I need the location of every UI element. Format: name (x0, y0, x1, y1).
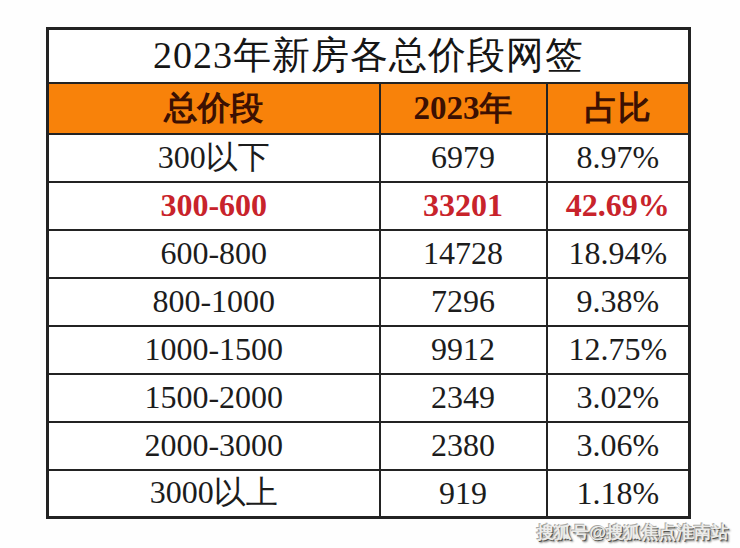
cell-price-segment: 1500-2000 (48, 374, 380, 422)
cell-share: 42.69% (547, 182, 690, 230)
cell-count: 2349 (380, 374, 547, 422)
cell-price-segment: 300以下 (48, 134, 380, 182)
cell-count: 919 (380, 470, 547, 518)
table-title-row: 2023年新房各总价段网签 (48, 29, 690, 83)
column-header-share: 占比 (547, 83, 690, 134)
cell-price-segment: 800-1000 (48, 278, 380, 326)
table-row: 3000以上9191.18% (48, 470, 690, 518)
table-row: 1000-1500991212.75% (48, 326, 690, 374)
cell-share: 9.38% (547, 278, 690, 326)
cell-share: 1.18% (547, 470, 690, 518)
cell-share: 8.97% (547, 134, 690, 182)
cell-count: 9912 (380, 326, 547, 374)
page: 2023年新房各总价段网签 总价段 2023年 占比 300以下69798.97… (0, 0, 740, 548)
cell-count: 6979 (380, 134, 547, 182)
table-row: 600-8001472818.94% (48, 230, 690, 278)
column-header-price-segment: 总价段 (48, 83, 380, 134)
cell-count: 2380 (380, 422, 547, 470)
cell-price-segment: 300-600 (48, 182, 380, 230)
column-header-year-2023: 2023年 (380, 83, 547, 134)
table-row: 1500-200023493.02% (48, 374, 690, 422)
table-row: 300以下69798.97% (48, 134, 690, 182)
table-row: 300-6003320142.69% (48, 182, 690, 230)
table-row: 2000-300023803.06% (48, 422, 690, 470)
cell-share: 3.02% (547, 374, 690, 422)
table-body: 300以下69798.97%300-6003320142.69%600-8001… (48, 134, 690, 518)
cell-count: 7296 (380, 278, 547, 326)
cell-price-segment: 1000-1500 (48, 326, 380, 374)
cell-count: 14728 (380, 230, 547, 278)
table-row: 800-100072969.38% (48, 278, 690, 326)
price-table: 2023年新房各总价段网签 总价段 2023年 占比 300以下69798.97… (46, 27, 691, 519)
cell-share: 12.75% (547, 326, 690, 374)
cell-share: 18.94% (547, 230, 690, 278)
cell-count: 33201 (380, 182, 547, 230)
watermark-sohu-account: 搜狐号@搜狐焦点淮南站 (537, 521, 729, 544)
cell-share: 3.06% (547, 422, 690, 470)
cell-price-segment: 600-800 (48, 230, 380, 278)
table-title: 2023年新房各总价段网签 (48, 29, 690, 83)
cell-price-segment: 2000-3000 (48, 422, 380, 470)
cell-price-segment: 3000以上 (48, 470, 380, 518)
table-header-row: 总价段 2023年 占比 (48, 83, 690, 134)
